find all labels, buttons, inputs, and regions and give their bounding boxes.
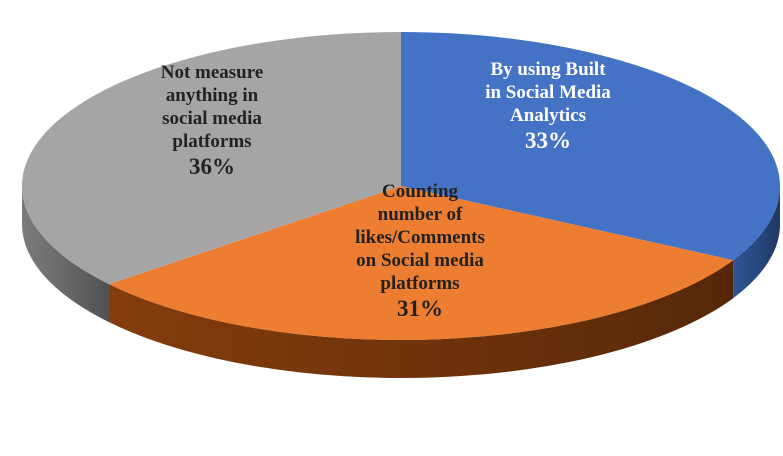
slice-value-label-counting-number-of-likes-comments-on-social-media-platforms: 31% bbox=[397, 296, 443, 321]
slice-label-counting-number-of-likes-comments-on-social-media-platforms: on Social media bbox=[356, 250, 484, 271]
slice-label-by-using-built-in-social-media-analytics: Analytics bbox=[510, 105, 586, 126]
slice-label-not-measure-anything-in-social-media-platforms: anything in bbox=[166, 85, 259, 106]
pie-slice-counting-number-of-likes-comments-on-social-media-platforms bbox=[108, 186, 734, 341]
pie-side-shade bbox=[733, 186, 780, 299]
pie-side-shade bbox=[108, 260, 734, 379]
slice-label-not-measure-anything-in-social-media-platforms: platforms bbox=[172, 131, 251, 152]
slice-label-counting-number-of-likes-comments-on-social-media-platforms: likes/Comments bbox=[355, 227, 485, 248]
slice-label-by-using-built-in-social-media-analytics: By using Built bbox=[490, 59, 606, 80]
slice-label-counting-number-of-likes-comments-on-social-media-platforms: number of bbox=[378, 204, 463, 225]
pie-slice-by-using-built-in-social-media-analytics bbox=[401, 32, 780, 261]
slice-label-counting-number-of-likes-comments-on-social-media-platforms: platforms bbox=[380, 273, 459, 294]
slice-label-counting-number-of-likes-comments-on-social-media-platforms: Counting bbox=[382, 181, 459, 202]
slice-value-label-by-using-built-in-social-media-analytics: 33% bbox=[525, 128, 571, 153]
slice-value-label-not-measure-anything-in-social-media-platforms: 36% bbox=[189, 154, 235, 179]
pie-sides bbox=[22, 186, 780, 379]
slice-label-not-measure-anything-in-social-media-platforms: Not measure bbox=[161, 62, 264, 83]
pie-tops bbox=[21, 31, 780, 341]
pie-side-shade bbox=[22, 186, 109, 323]
slice-label-by-using-built-in-social-media-analytics: in Social Media bbox=[485, 82, 611, 103]
slice-label-not-measure-anything-in-social-media-platforms: social media bbox=[162, 108, 262, 129]
pie-slice-not-measure-anything-in-social-media-platforms bbox=[21, 31, 401, 285]
